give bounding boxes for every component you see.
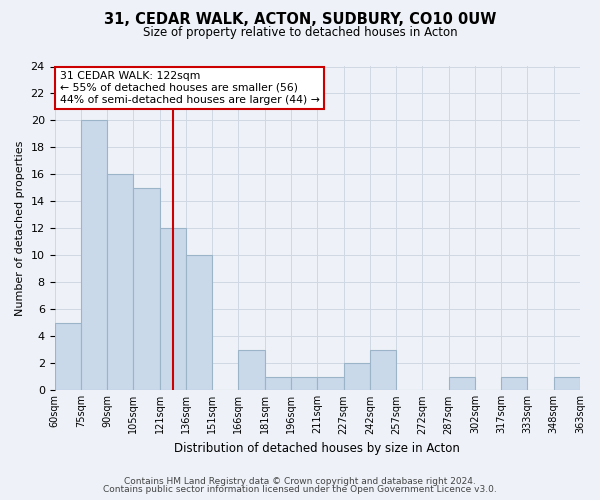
Bar	[107, 174, 133, 390]
Text: Size of property relative to detached houses in Acton: Size of property relative to detached ho…	[143, 26, 457, 39]
Y-axis label: Number of detached properties: Number of detached properties	[15, 140, 25, 316]
Bar	[291, 376, 317, 390]
Bar	[344, 363, 370, 390]
Text: 31 CEDAR WALK: 122sqm
← 55% of detached houses are smaller (56)
44% of semi-deta: 31 CEDAR WALK: 122sqm ← 55% of detached …	[60, 72, 320, 104]
Bar	[238, 350, 265, 390]
Bar	[81, 120, 107, 390]
Bar	[265, 376, 291, 390]
Bar	[317, 376, 344, 390]
Bar	[370, 350, 396, 390]
Bar	[160, 228, 186, 390]
Bar	[554, 376, 580, 390]
Bar	[501, 376, 527, 390]
Text: Contains public sector information licensed under the Open Government Licence v3: Contains public sector information licen…	[103, 484, 497, 494]
Text: 31, CEDAR WALK, ACTON, SUDBURY, CO10 0UW: 31, CEDAR WALK, ACTON, SUDBURY, CO10 0UW	[104, 12, 496, 28]
Bar	[55, 322, 81, 390]
Bar	[449, 376, 475, 390]
X-axis label: Distribution of detached houses by size in Acton: Distribution of detached houses by size …	[175, 442, 460, 455]
Bar	[133, 188, 160, 390]
Text: Contains HM Land Registry data © Crown copyright and database right 2024.: Contains HM Land Registry data © Crown c…	[124, 477, 476, 486]
Bar	[186, 255, 212, 390]
